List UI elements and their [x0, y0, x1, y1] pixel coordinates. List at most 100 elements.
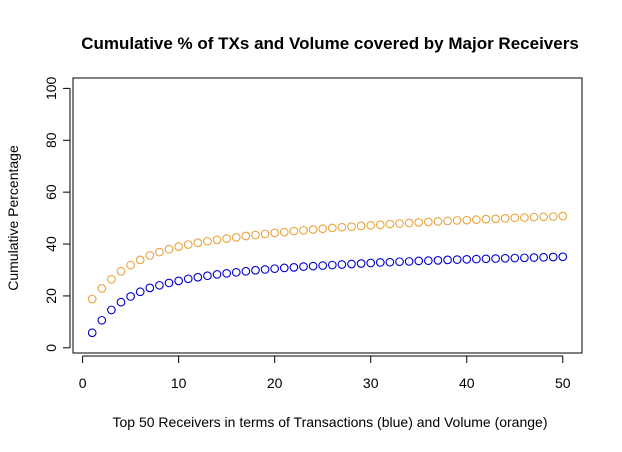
data-point — [222, 269, 232, 278]
data-point — [452, 216, 462, 225]
data-point — [174, 242, 183, 251]
data-point — [452, 255, 462, 264]
x-tick-label: 0 — [79, 375, 87, 391]
data-point — [318, 261, 328, 270]
data-point — [193, 238, 203, 248]
y-axis: 0 20 40 60 80 100 — [43, 76, 71, 352]
data-point — [222, 234, 232, 243]
data-point — [500, 253, 510, 263]
data-point — [539, 212, 548, 222]
data-point — [366, 221, 376, 230]
x-tick-label: 40 — [459, 375, 475, 391]
data-point — [462, 254, 472, 264]
data-point — [241, 266, 251, 276]
data-point — [423, 256, 433, 265]
data-point — [433, 256, 443, 265]
data-point — [548, 212, 558, 221]
data-point — [472, 215, 481, 225]
data-point — [414, 218, 424, 227]
data-point — [174, 276, 183, 286]
data-point — [183, 240, 193, 249]
y-axis-label: Cumulative Percentage — [5, 145, 21, 291]
data-point — [155, 280, 164, 290]
data-point — [279, 263, 289, 273]
data-point — [289, 226, 299, 236]
data-point — [375, 258, 385, 267]
data-point — [299, 225, 308, 235]
x-axis-label: Top 50 Receivers in terms of Transaction… — [113, 414, 548, 430]
data-point — [510, 253, 520, 263]
data-point — [491, 254, 500, 263]
data-point — [539, 252, 548, 262]
series-2 — [87, 211, 568, 304]
data-point — [270, 264, 280, 274]
data-point — [97, 284, 107, 293]
data-point — [558, 211, 568, 221]
data-point — [135, 287, 145, 297]
data-point — [308, 225, 318, 234]
x-tick-label: 50 — [555, 375, 571, 391]
data-point — [87, 328, 97, 338]
data-point — [203, 236, 212, 246]
data-point — [385, 219, 395, 229]
data-point — [116, 297, 126, 307]
x-tick-label: 30 — [363, 375, 379, 391]
data-point — [203, 271, 212, 281]
data-point — [107, 274, 116, 284]
y-tick-label: 0 — [43, 344, 59, 352]
plot-frame — [72, 77, 583, 354]
data-point — [126, 292, 135, 301]
data-point — [404, 257, 414, 266]
data-point — [375, 220, 385, 230]
data-point — [260, 265, 270, 274]
data-point — [558, 252, 568, 262]
data-point — [510, 213, 520, 223]
y-tick-label: 100 — [43, 76, 59, 100]
data-point — [164, 278, 174, 288]
data-point — [289, 263, 299, 272]
data-point — [183, 274, 193, 284]
data-point — [193, 272, 203, 282]
data-point — [385, 257, 395, 267]
data-point — [135, 255, 145, 265]
data-point — [548, 252, 558, 262]
x-tick-label: 20 — [267, 375, 283, 391]
data-point — [433, 217, 443, 226]
data-point — [481, 254, 491, 264]
data-point — [327, 223, 337, 233]
data-point — [116, 266, 126, 276]
data-point — [337, 222, 347, 232]
data-point — [462, 215, 472, 225]
data-point — [241, 231, 251, 241]
chart-title: Cumulative % of TXs and Volume covered b… — [81, 34, 579, 53]
series-1 — [87, 252, 568, 338]
data-point — [395, 219, 404, 228]
y-tick-label: 40 — [43, 236, 59, 252]
data-point — [212, 270, 222, 279]
data-point — [279, 227, 289, 237]
data-point — [481, 214, 491, 224]
data-point — [318, 224, 328, 234]
data-point — [395, 257, 404, 267]
data-point — [356, 259, 366, 268]
data-point — [87, 294, 97, 304]
data-point — [500, 214, 510, 223]
data-point — [299, 262, 308, 271]
data-point — [529, 212, 539, 222]
data-point — [520, 213, 529, 222]
data-point — [308, 261, 318, 271]
data-point — [97, 315, 107, 325]
data-point — [529, 253, 539, 262]
data-point — [404, 218, 414, 228]
data-point — [472, 254, 481, 264]
data-point — [231, 267, 241, 277]
data-point — [337, 260, 347, 269]
x-axis: 0 10 20 30 40 50 — [79, 355, 571, 391]
data-point — [231, 232, 241, 242]
data-points — [87, 211, 568, 338]
data-point — [443, 216, 452, 226]
data-point — [212, 235, 222, 245]
data-point — [356, 221, 366, 231]
data-point — [155, 247, 164, 257]
